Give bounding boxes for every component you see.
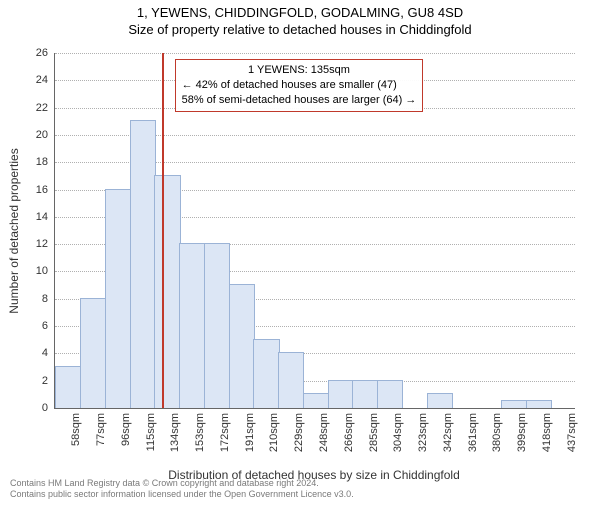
annotation-line: ← 42% of detached houses are smaller (47…	[182, 78, 417, 93]
histogram-bar	[55, 366, 81, 408]
x-tick-label: 380sqm	[491, 413, 503, 452]
y-tick-label: 24	[18, 74, 48, 86]
x-tick-label: 172sqm	[219, 413, 231, 452]
x-tick-label: 191sqm	[244, 413, 256, 452]
footer-line: Contains HM Land Registry data © Crown c…	[10, 478, 354, 490]
histogram-bar	[427, 393, 453, 408]
x-tick-label: 134sqm	[169, 413, 181, 452]
histogram-bar	[352, 380, 378, 408]
chart-title-address: 1, YEWENS, CHIDDINGFOLD, GODALMING, GU8 …	[0, 5, 600, 20]
annotation-line: 1 YEWENS: 135sqm	[182, 63, 417, 78]
y-tick-label: 16	[18, 184, 48, 196]
chart-container: 1, YEWENS, CHIDDINGFOLD, GODALMING, GU8 …	[0, 5, 600, 505]
y-tick-label: 2	[18, 375, 48, 387]
y-tick-label: 14	[18, 211, 48, 223]
x-tick-label: 323sqm	[417, 413, 429, 452]
x-tick-label: 229sqm	[293, 413, 305, 452]
marker-line	[162, 53, 164, 408]
plot-region: 1 YEWENS: 135sqm← 42% of detached houses…	[54, 53, 575, 409]
x-tick-label: 342sqm	[442, 413, 454, 452]
histogram-bar	[328, 380, 354, 408]
x-tick-label: 399sqm	[516, 413, 528, 452]
histogram-bar	[229, 284, 255, 408]
y-tick-label: 4	[18, 347, 48, 359]
x-tick-label: 437sqm	[566, 413, 578, 452]
x-tick-label: 266sqm	[343, 413, 355, 452]
x-tick-label: 58sqm	[70, 413, 82, 446]
y-tick-label: 18	[18, 156, 48, 168]
x-tick-label: 248sqm	[318, 413, 330, 452]
x-tick-label: 304sqm	[392, 413, 404, 452]
x-tick-label: 77sqm	[95, 413, 107, 446]
x-tick-label: 361sqm	[467, 413, 479, 452]
histogram-bar	[526, 400, 552, 408]
histogram-bar	[303, 393, 329, 408]
y-tick-label: 22	[18, 102, 48, 114]
y-tick-label: 8	[18, 293, 48, 305]
histogram-bar	[204, 243, 230, 408]
annotation-line: 58% of semi-detached houses are larger (…	[182, 93, 417, 108]
histogram-bar	[154, 175, 180, 408]
chart-area: Number of detached properties 1 YEWENS: …	[54, 53, 574, 408]
x-tick-label: 285sqm	[368, 413, 380, 452]
x-tick-label: 153sqm	[194, 413, 206, 452]
y-tick-label: 10	[18, 265, 48, 277]
x-tick-label: 96sqm	[120, 413, 132, 446]
histogram-bar	[105, 189, 131, 408]
y-tick-label: 12	[18, 238, 48, 250]
histogram-bar	[130, 120, 156, 408]
histogram-bar	[253, 339, 279, 408]
y-tick-label: 26	[18, 47, 48, 59]
y-tick-label: 20	[18, 129, 48, 141]
annotation-box: 1 YEWENS: 135sqm← 42% of detached houses…	[175, 59, 424, 112]
histogram-bar	[377, 380, 403, 408]
gridline	[55, 53, 575, 54]
y-tick-label: 0	[18, 402, 48, 414]
histogram-bar	[278, 352, 304, 408]
y-tick-label: 6	[18, 320, 48, 332]
footer-attribution: Contains HM Land Registry data © Crown c…	[10, 478, 354, 501]
x-tick-label: 418sqm	[541, 413, 553, 452]
y-axis-label: Number of detached properties	[7, 148, 21, 313]
x-tick-label: 115sqm	[145, 413, 157, 451]
histogram-bar	[179, 243, 205, 408]
histogram-bar	[80, 298, 106, 408]
histogram-bar	[501, 400, 527, 408]
chart-title-subject: Size of property relative to detached ho…	[0, 22, 600, 37]
footer-line: Contains public sector information licen…	[10, 489, 354, 501]
x-tick-label: 210sqm	[268, 413, 280, 452]
